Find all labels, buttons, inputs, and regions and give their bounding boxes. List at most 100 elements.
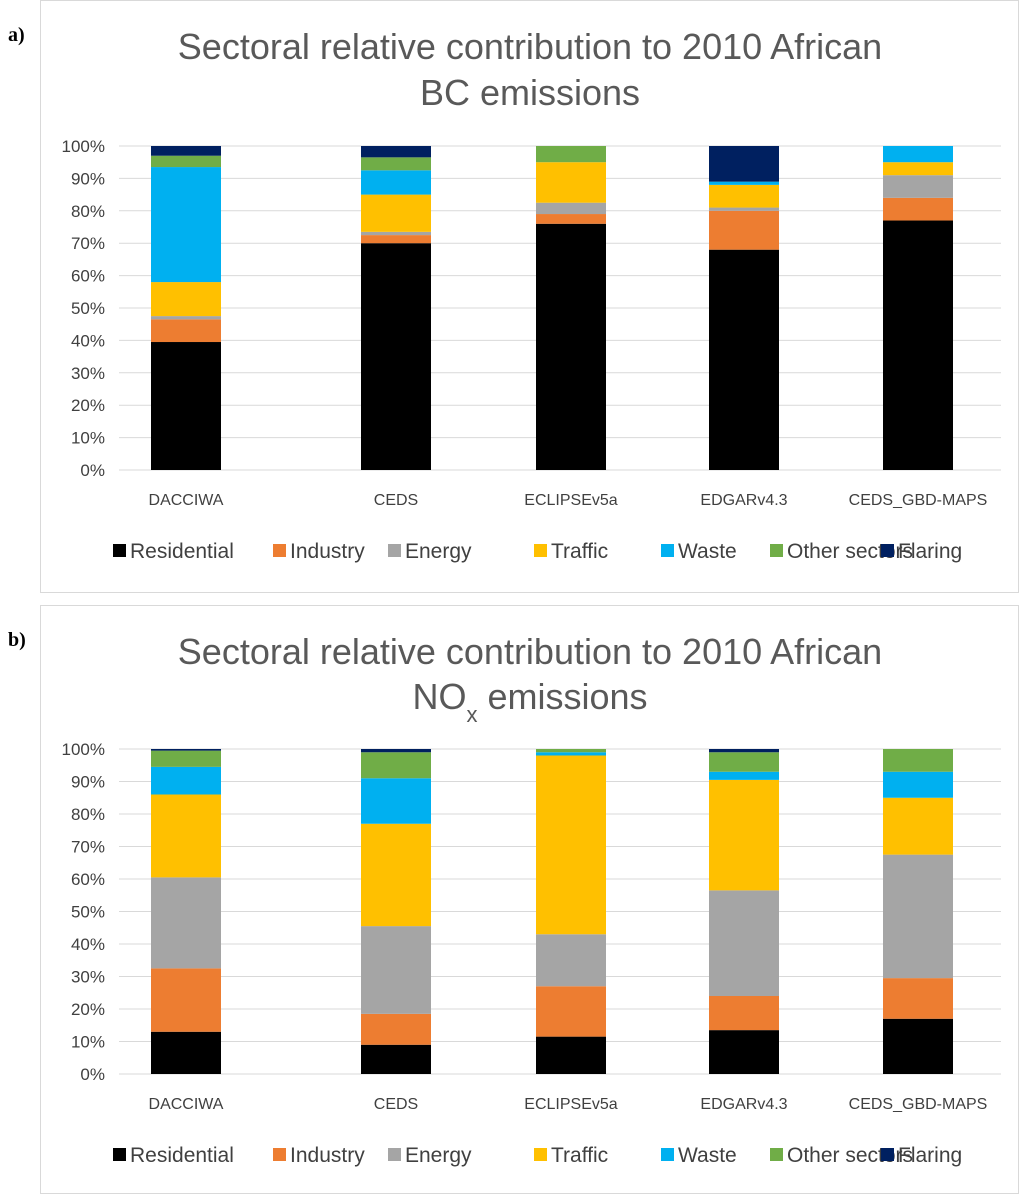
chart-a-legend-label: Other sectors bbox=[787, 540, 913, 563]
chart-b-bar-ceds-traffic bbox=[361, 823, 431, 927]
chart-b-y-tick-label: 0% bbox=[80, 1065, 105, 1084]
chart-a-legend-swatch-energy bbox=[388, 544, 401, 557]
chart-a-legend-swatch-other-sectors bbox=[770, 544, 783, 557]
chart-b-bar-edgarv4-3-traffic bbox=[709, 779, 779, 891]
chart-b-bar-ceds-energy bbox=[361, 926, 431, 1014]
chart-a-y-tick-label: 0% bbox=[80, 461, 105, 480]
chart-b-bar-dacciwa-waste bbox=[151, 766, 221, 795]
chart-b-bar-dacciwa-other-sectors bbox=[151, 750, 221, 767]
chart-b-legend-label: Waste bbox=[678, 1144, 737, 1167]
chart-a-bar-eclipsev5a-energy bbox=[536, 202, 606, 215]
chart-a-category-label: EDGARv4.3 bbox=[700, 492, 787, 509]
chart-a-y-tick-label: 30% bbox=[71, 364, 105, 383]
chart-b-bar-ceds-gbd-maps-industry bbox=[883, 978, 953, 1019]
chart-a-bar-ceds-other-sectors bbox=[361, 157, 431, 171]
chart-a-legend-swatch-residential bbox=[113, 544, 126, 557]
chart-a-title-line-2: BC emissions bbox=[420, 72, 640, 113]
chart-a-bar-dacciwa-residential bbox=[151, 342, 221, 470]
chart-b-legend-swatch-other-sectors bbox=[770, 1148, 783, 1161]
chart-b-legend-label: Other sectors bbox=[787, 1144, 913, 1167]
chart-b-y-tick-label: 60% bbox=[71, 870, 105, 889]
chart-a-category-label: DACCIWA bbox=[149, 492, 224, 509]
chart-a-y-tick-label: 50% bbox=[71, 299, 105, 318]
chart-a-bar-dacciwa-flaring bbox=[151, 146, 221, 156]
chart-b-legend-swatch-energy bbox=[388, 1148, 401, 1161]
chart-b-frame: Sectoral relative contribution to 2010 A… bbox=[40, 605, 1019, 1194]
chart-a-bar-ceds-gbd-maps-waste bbox=[883, 146, 953, 163]
chart-a-y-tick-label: 20% bbox=[71, 396, 105, 415]
chart-b-category-label: EDGARv4.3 bbox=[700, 1096, 787, 1113]
chart-b-bar-edgarv4-3-waste bbox=[709, 771, 779, 780]
chart-a-y-tick-label: 10% bbox=[71, 429, 105, 448]
chart-b-y-tick-label: 100% bbox=[62, 740, 105, 759]
chart-b-category-label: DACCIWA bbox=[149, 1096, 224, 1113]
chart-b-bar-ceds-residential bbox=[361, 1044, 431, 1074]
chart-b-bar-dacciwa-residential bbox=[151, 1031, 221, 1074]
chart-b-bar-dacciwa-flaring bbox=[151, 749, 221, 751]
chart-a-y-tick-label: 40% bbox=[71, 331, 105, 350]
chart-a-y-tick-label: 90% bbox=[71, 169, 105, 188]
chart-a-bar-eclipsev5a-industry bbox=[536, 214, 606, 224]
chart-a-frame: Sectoral relative contribution to 2010 A… bbox=[40, 0, 1019, 593]
chart-b-y-tick-label: 50% bbox=[71, 903, 105, 922]
chart-b-bar-dacciwa-energy bbox=[151, 877, 221, 969]
chart-b-legend-label: Industry bbox=[290, 1144, 365, 1167]
chart-b-legend-label: Flaring bbox=[898, 1144, 962, 1167]
chart-a-bar-eclipsev5a-residential bbox=[536, 223, 606, 470]
chart-b-legend-label: Traffic bbox=[551, 1144, 608, 1167]
chart-a-bar-dacciwa-traffic bbox=[151, 282, 221, 317]
panel-b-label: b) bbox=[8, 629, 26, 651]
chart-b-bar-dacciwa-industry bbox=[151, 968, 221, 1032]
chart-b-legend-swatch-waste bbox=[661, 1148, 674, 1161]
chart-a-bar-dacciwa-waste bbox=[151, 167, 221, 283]
chart-a-bar-ceds-gbd-maps-residential bbox=[883, 220, 953, 470]
chart-a-legend-label: Traffic bbox=[551, 540, 608, 563]
chart-a-category-label: CEDS_GBD-MAPS bbox=[849, 492, 988, 509]
chart-b-bar-eclipsev5a-industry bbox=[536, 986, 606, 1037]
chart-b-bar-eclipsev5a-residential bbox=[536, 1036, 606, 1074]
chart-b-bar-ceds-gbd-maps-traffic bbox=[883, 797, 953, 855]
chart-a-category-label: ECLIPSEv5a bbox=[524, 492, 617, 509]
chart-b-bar-ceds-gbd-maps-residential bbox=[883, 1018, 953, 1074]
chart-a-bar-ceds-energy bbox=[361, 231, 431, 236]
chart-b-y-tick-label: 70% bbox=[71, 838, 105, 857]
chart-a-bar-edgarv4-3-traffic bbox=[709, 184, 779, 208]
chart-b-bar-eclipsev5a-waste bbox=[536, 752, 606, 756]
chart-b-title-line-1: Sectoral relative contribution to 2010 A… bbox=[178, 631, 882, 672]
chart-a-legend-swatch-waste bbox=[661, 544, 674, 557]
chart-a-bar-ceds-gbd-maps-energy bbox=[883, 175, 953, 198]
chart-a-bar-ceds-waste bbox=[361, 170, 431, 195]
chart-b-bar-dacciwa-traffic bbox=[151, 794, 221, 878]
chart-b-category-label: ECLIPSEv5a bbox=[524, 1096, 617, 1113]
chart-a-legend-label: Flaring bbox=[898, 540, 962, 563]
chart-b-bar-ceds-flaring bbox=[361, 749, 431, 753]
chart-a-legend-label: Industry bbox=[290, 540, 365, 563]
chart-b-legend-swatch-industry bbox=[273, 1148, 286, 1161]
chart-a-legend-label: Residential bbox=[130, 540, 234, 563]
chart-a-bar-ceds-traffic bbox=[361, 194, 431, 232]
chart-a-bar-edgarv4-3-industry bbox=[709, 210, 779, 250]
chart-b-legend-label: Energy bbox=[405, 1144, 472, 1167]
chart-b-bar-edgarv4-3-flaring bbox=[709, 749, 779, 753]
chart-b-y-tick-label: 30% bbox=[71, 968, 105, 987]
chart-a-bar-ceds-industry bbox=[361, 235, 431, 244]
chart-b-y-tick-label: 40% bbox=[71, 935, 105, 954]
chart-b-bar-eclipsev5a-energy bbox=[536, 934, 606, 987]
chart-a-legend-label: Energy bbox=[405, 540, 472, 563]
chart-b-category-label: CEDS_GBD-MAPS bbox=[849, 1096, 988, 1113]
chart-b-legend-swatch-residential bbox=[113, 1148, 126, 1161]
chart-b-bar-ceds-waste bbox=[361, 778, 431, 824]
chart-a-bar-edgarv4-3-waste bbox=[709, 181, 779, 185]
chart-a-category-label: CEDS bbox=[374, 492, 418, 509]
chart-a-bar-edgarv4-3-energy bbox=[709, 207, 779, 211]
chart-a: Sectoral relative contribution to 2010 A… bbox=[62, 26, 1001, 563]
chart-a-y-tick-label: 80% bbox=[71, 202, 105, 221]
chart-a-bar-edgarv4-3-flaring bbox=[709, 146, 779, 182]
chart-b-bar-ceds-gbd-maps-other-sectors bbox=[883, 749, 953, 772]
chart-b-title-line-2: NOx emissions bbox=[412, 676, 647, 727]
chart-a-bar-ceds-residential bbox=[361, 243, 431, 470]
chart-b-bar-edgarv4-3-industry bbox=[709, 996, 779, 1031]
chart-a-bar-ceds-flaring bbox=[361, 146, 431, 158]
chart-b-y-tick-label: 20% bbox=[71, 1000, 105, 1019]
chart-b-bar-eclipsev5a-other-sectors bbox=[536, 749, 606, 753]
